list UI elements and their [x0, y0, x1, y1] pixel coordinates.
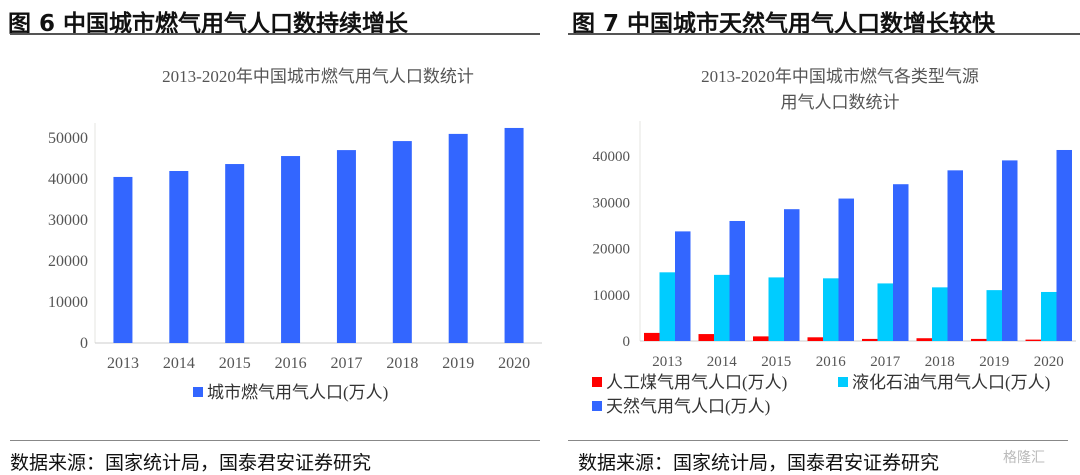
- x-tick-label: 2015: [219, 355, 251, 372]
- y-tick-label: 10000: [593, 288, 631, 304]
- legend-swatch: [838, 377, 848, 387]
- bar-2017-series-2: [893, 184, 909, 341]
- bar-2020-series-0: [504, 127, 524, 343]
- bar-2018-series-0: [392, 141, 412, 343]
- bar-2013-series-1: [659, 272, 675, 341]
- bar-2016-series-0: [807, 337, 823, 341]
- chart-title: 2013-2020年中国城市燃气用气人口数统计: [162, 67, 474, 86]
- x-tick-label: 2017: [870, 354, 901, 370]
- bar-2020-series-2: [1056, 149, 1072, 341]
- x-tick-label: 2013: [107, 355, 139, 372]
- figure-7-rule: [568, 33, 1080, 35]
- legend-label: 城市燃气用气人口(万人): [207, 383, 388, 402]
- bar-2018-series-1: [932, 287, 948, 341]
- bar-2019-series-0: [971, 338, 987, 341]
- bar-2015-series-0: [753, 336, 769, 341]
- y-tick-label: 40000: [593, 149, 631, 165]
- bar-2014-series-0: [169, 171, 189, 343]
- bar-2019-series-2: [1002, 160, 1018, 341]
- bar-2017-series-0: [862, 338, 878, 341]
- bar-2017-series-1: [877, 283, 893, 341]
- bar-2015-series-1: [768, 277, 784, 341]
- figure-7-bottom-rule: [568, 440, 1068, 441]
- x-tick-label: 2016: [275, 355, 307, 372]
- bar-2016-series-2: [838, 198, 854, 341]
- x-tick-label: 2015: [761, 354, 791, 370]
- bar-2014-series-0: [698, 334, 714, 341]
- bar-2015-series-2: [784, 209, 800, 341]
- figure-7-source: 数据来源：国家统计局，国泰君安证券研究: [578, 452, 940, 474]
- figure-6-source: 数据来源：国家统计局，国泰君安证券研究: [10, 452, 372, 474]
- bar-2020-series-1: [1041, 291, 1057, 341]
- watermark-logo: 格隆汇: [1003, 450, 1045, 466]
- bar-2018-series-0: [916, 338, 932, 341]
- bar-2014-series-2: [729, 220, 745, 341]
- x-tick-label: 2019: [979, 354, 1009, 370]
- y-tick-label: 0: [623, 334, 631, 350]
- figure-6-bottom-rule: [10, 440, 540, 441]
- bar-2018-series-2: [947, 170, 963, 341]
- chart-title-line2: 用气人口数统计: [781, 93, 900, 112]
- x-tick-label: 2019: [442, 355, 474, 372]
- legend-label: 液化石油气用气人口(万人): [852, 373, 1050, 392]
- figure-7-title: 图 7 中国城市天然气用气人口数增长较快: [572, 11, 996, 37]
- x-tick-label: 2018: [925, 354, 955, 370]
- x-tick-label: 2013: [652, 354, 682, 370]
- legend-swatch: [592, 377, 602, 387]
- bar-2019-series-0: [448, 133, 468, 343]
- y-tick-label: 0: [80, 335, 88, 352]
- legend-label: 天然气用气人口(万人): [606, 397, 770, 416]
- bar-2016-series-1: [823, 278, 839, 341]
- legend-swatch: [193, 387, 203, 397]
- y-tick-label: 40000: [48, 171, 88, 188]
- bar-2013-series-0: [644, 332, 660, 341]
- y-tick-label: 20000: [593, 242, 631, 258]
- bar-2020-series-0: [1025, 339, 1041, 341]
- x-tick-label: 2014: [163, 355, 195, 372]
- bar-2019-series-1: [986, 290, 1002, 341]
- bar-2015-series-0: [225, 164, 245, 343]
- x-tick-label: 2018: [386, 355, 418, 372]
- bar-2013-series-0: [113, 176, 133, 343]
- x-tick-label: 2016: [816, 354, 847, 370]
- x-tick-label: 2020: [498, 355, 530, 372]
- bar-2017-series-0: [336, 150, 356, 343]
- y-tick-label: 30000: [48, 212, 88, 229]
- bar-2013-series-2: [675, 231, 691, 341]
- y-tick-label: 50000: [48, 130, 88, 147]
- x-tick-label: 2017: [330, 355, 362, 372]
- y-tick-label: 10000: [48, 294, 88, 311]
- x-tick-label: 2020: [1034, 354, 1064, 370]
- figure-6-rule: [10, 33, 540, 35]
- bar-2014-series-1: [714, 274, 730, 341]
- legend-label: 人工煤气用气人口(万人): [606, 373, 787, 392]
- legend-swatch: [592, 401, 602, 411]
- chart-title-line1: 2013-2020年中国城市燃气各类型气源: [701, 67, 979, 86]
- y-tick-label: 30000: [593, 195, 631, 211]
- figure-6-title: 图 6 中国城市燃气用气人口数持续增长: [8, 11, 409, 37]
- bar-2016-series-0: [281, 156, 301, 343]
- x-tick-label: 2014: [707, 354, 738, 370]
- y-tick-label: 20000: [48, 253, 88, 270]
